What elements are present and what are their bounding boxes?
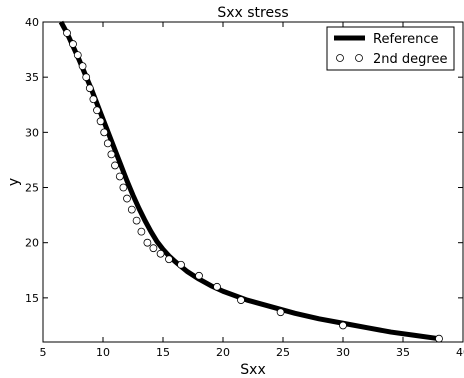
series-2nd-degree-point <box>63 29 71 37</box>
legend-box <box>326 26 455 71</box>
legend-reference-label: Reference <box>373 32 438 47</box>
plot-area <box>58 20 443 343</box>
y-tick-label: 15 <box>25 292 39 305</box>
series-2nd-degree-point <box>137 227 146 236</box>
series-2nd-degree-point <box>107 150 116 159</box>
x-tick-label: 15 <box>156 346 170 359</box>
x-tick-label: 20 <box>216 346 230 359</box>
series-2nd-degree-point <box>177 260 185 269</box>
series-2nd-degree-point <box>82 73 91 82</box>
series-2nd-degree-point <box>143 238 152 247</box>
y-tick-label: 20 <box>25 237 39 250</box>
y-tick-label: 30 <box>25 126 39 139</box>
chart-title: Sxx stress <box>217 5 288 21</box>
y-axis: 15 20 25 30 35 40 <box>25 16 463 305</box>
legend-2nd-degree-marker-1 <box>336 54 344 62</box>
axes-frame <box>42 21 464 343</box>
y-tick-label: 40 <box>25 16 39 29</box>
series-2nd-degree-point <box>73 51 82 59</box>
x-tick-label: 5 <box>40 346 47 359</box>
series-2nd-degree-point <box>119 183 128 192</box>
series-2nd-degree-point <box>156 249 165 258</box>
x-tick-label: 25 <box>276 346 290 359</box>
series-2nd-degree-point <box>69 40 77 48</box>
series-2nd-degree-point <box>149 244 158 253</box>
x-axis-label: Sxx <box>240 362 265 378</box>
x-tick-label: 30 <box>336 346 350 359</box>
series-2nd-degree-point <box>237 296 245 304</box>
series-2nd-degree-point <box>276 308 285 317</box>
series-2nd-degree-point <box>435 334 443 343</box>
y-tick-label: 35 <box>25 71 39 84</box>
series-2nd-degree-point <box>93 106 101 115</box>
series-2nd-degree-point <box>78 62 87 71</box>
series-2nd-degree-point <box>132 216 141 225</box>
series-reference-line <box>58 20 440 342</box>
series-2nd-degree-point <box>103 139 112 148</box>
y-tick-label: 25 <box>25 182 39 195</box>
series-2nd-degree-point <box>100 128 109 137</box>
x-tick-label: 40 <box>456 346 464 359</box>
series-2nd-degree-point <box>195 271 203 280</box>
x-tick-label: 35 <box>396 346 410 359</box>
series-2nd-degree-point <box>123 194 131 203</box>
legend-2nd-degree-label: 2nd degree <box>373 52 447 67</box>
x-axis: 5 10 15 20 25 30 35 40 <box>40 22 464 359</box>
series-2nd-degree-point <box>111 161 119 170</box>
series-2nd-degree-point <box>213 282 221 291</box>
y-axis-label: y <box>6 178 22 186</box>
legend-2nd-degree-marker-2 <box>355 54 363 62</box>
series-2nd-degree-point <box>85 84 94 93</box>
x-tick-label: 10 <box>96 346 110 359</box>
series-2nd-degree-point <box>339 321 347 330</box>
series-2nd-degree-point <box>89 95 98 104</box>
series-2nd-degree-point <box>127 205 136 214</box>
series-2nd-degree-point <box>96 117 105 126</box>
series-2nd-degree-point <box>115 172 124 181</box>
series-2nd-degree-point <box>165 255 173 264</box>
legend: Reference 2nd degree <box>326 26 455 71</box>
